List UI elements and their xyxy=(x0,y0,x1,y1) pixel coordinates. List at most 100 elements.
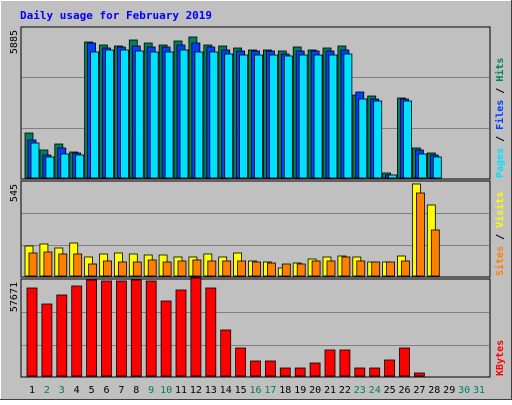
kbytes-bar-day-21 xyxy=(324,349,336,377)
pages-bar-day-23 xyxy=(358,98,368,179)
legend-visits: Visits xyxy=(494,192,506,228)
day-label-31: 31 xyxy=(473,385,485,396)
sites-bar-day-6 xyxy=(103,260,112,277)
kbytes-bar-day-24 xyxy=(369,367,381,377)
sites-bar-day-22 xyxy=(341,256,351,277)
pages-bar-day-19 xyxy=(298,54,308,179)
day-label-16: 16 xyxy=(249,385,261,396)
visits-gridlines xyxy=(22,213,489,246)
day-label-23: 23 xyxy=(354,385,366,396)
pages-bar-day-8 xyxy=(134,50,144,179)
sites-bar-day-25 xyxy=(386,261,396,277)
day-label-24: 24 xyxy=(369,385,381,396)
hits-max-label: 5885 xyxy=(9,30,20,54)
sites-bar-day-19 xyxy=(296,263,306,277)
legend-hits: Hits xyxy=(494,58,506,82)
day-label-9: 9 xyxy=(148,385,154,396)
day-label-14: 14 xyxy=(220,385,232,396)
day-label-15: 15 xyxy=(235,385,247,396)
legend-files: Files xyxy=(494,100,506,130)
kbytes-bar-day-5 xyxy=(86,279,97,377)
sites-bar-day-17 xyxy=(266,262,276,277)
pages-bar-day-10 xyxy=(164,51,174,179)
sites-bar-day-3 xyxy=(58,253,68,277)
pages-bar-day-4 xyxy=(75,154,85,179)
day-label-3: 3 xyxy=(59,385,65,396)
pages-bar-day-25 xyxy=(388,174,398,179)
sites-bar-day-8 xyxy=(132,261,142,277)
day-label-20: 20 xyxy=(309,385,321,396)
chart-title: Daily usage for February 2019 xyxy=(20,9,212,22)
day-label-26: 26 xyxy=(398,385,410,396)
sites-bar-day-10 xyxy=(162,261,172,277)
kbytes-bar-day-11 xyxy=(175,289,187,377)
sites-bar-day-13 xyxy=(207,260,217,277)
kbytes-legend: KBytes xyxy=(495,340,506,376)
day-label-13: 13 xyxy=(205,385,217,396)
sites-bar-day-9 xyxy=(147,259,157,277)
kbytes-bar-day-18 xyxy=(279,367,291,377)
kbytes-bar-day-4 xyxy=(71,285,83,377)
kbytes-bar-day-8 xyxy=(130,279,142,377)
kbytes-bar-day-12 xyxy=(190,277,202,377)
sites-bar-day-14 xyxy=(222,260,232,277)
pages-bar-day-1 xyxy=(30,142,40,179)
sites-bar-day-15 xyxy=(237,260,247,277)
pages-bar-day-16 xyxy=(254,54,263,179)
sites-bar-day-21 xyxy=(326,260,336,277)
pages-bar-day-15 xyxy=(239,54,249,179)
kbytes-bar-day-13 xyxy=(205,287,217,377)
pages-bar-day-6 xyxy=(105,49,114,179)
sites-bar-day-26 xyxy=(401,260,410,277)
day-label-25: 25 xyxy=(384,385,396,396)
hits-bars xyxy=(24,36,442,179)
pages-bar-day-7 xyxy=(120,49,129,179)
sites-bar-day-18 xyxy=(281,263,291,277)
day-label-28: 28 xyxy=(428,385,440,396)
pages-bar-day-27 xyxy=(417,153,427,179)
sites-bar-day-28 xyxy=(430,229,440,277)
kbytes-bar-day-7 xyxy=(116,280,127,377)
sites-bar-day-11 xyxy=(177,260,187,277)
kbytes-bar-day-3 xyxy=(56,294,68,377)
kbytes-bar-day-23 xyxy=(354,367,366,377)
pages-bar-day-17 xyxy=(268,54,278,179)
pages-bar-day-26 xyxy=(403,100,412,179)
day-labels: 1 2 3 4 5 6 7 8 9 10 11 12 13 14 15 16 17 18 19 20 21 22 23 24 2… xyxy=(29,385,485,396)
pages-bar-day-12 xyxy=(194,51,204,179)
pages-bar-day-2 xyxy=(45,156,55,179)
kbytes-gridlines xyxy=(22,312,489,346)
day-label-7: 7 xyxy=(118,385,124,396)
day-label-1: 1 xyxy=(29,385,35,396)
pages-bar-day-21 xyxy=(328,54,338,179)
day-label-18: 18 xyxy=(279,385,291,396)
day-label-5: 5 xyxy=(89,385,95,396)
pages-bar-day-24 xyxy=(373,100,383,179)
pages-bar-day-28 xyxy=(432,156,442,179)
sites-bar-day-16 xyxy=(252,261,261,277)
pages-bar-day-3 xyxy=(60,153,70,179)
day-label-21: 21 xyxy=(324,385,336,396)
day-label-19: 19 xyxy=(294,385,306,396)
sites-bar-day-4 xyxy=(73,253,83,277)
day-label-22: 22 xyxy=(339,385,351,396)
hits-legend: Pages / Files / Hits xyxy=(494,58,506,178)
kbytes-bar-day-19 xyxy=(294,367,306,377)
legend-pages: Pages xyxy=(495,148,506,178)
pages-bar-day-5 xyxy=(90,51,99,179)
kbytes-bar-day-2 xyxy=(41,303,53,377)
kbytes-bar-day-10 xyxy=(160,300,172,377)
pages-bar-day-22 xyxy=(343,53,353,179)
day-label-29: 29 xyxy=(443,385,455,396)
sites-bar-day-27 xyxy=(415,192,425,277)
kbytes-bar-day-1 xyxy=(26,287,38,377)
pages-bar-day-18 xyxy=(283,55,293,179)
legend-kbytes: KBytes xyxy=(495,340,506,376)
pages-bar-day-9 xyxy=(149,51,159,179)
day-label-27: 27 xyxy=(413,385,425,396)
pages-bar-day-13 xyxy=(209,51,219,179)
day-label-11: 11 xyxy=(175,385,187,396)
kbytes-bar-day-15 xyxy=(235,347,247,377)
sites-bar-day-20 xyxy=(311,260,321,277)
